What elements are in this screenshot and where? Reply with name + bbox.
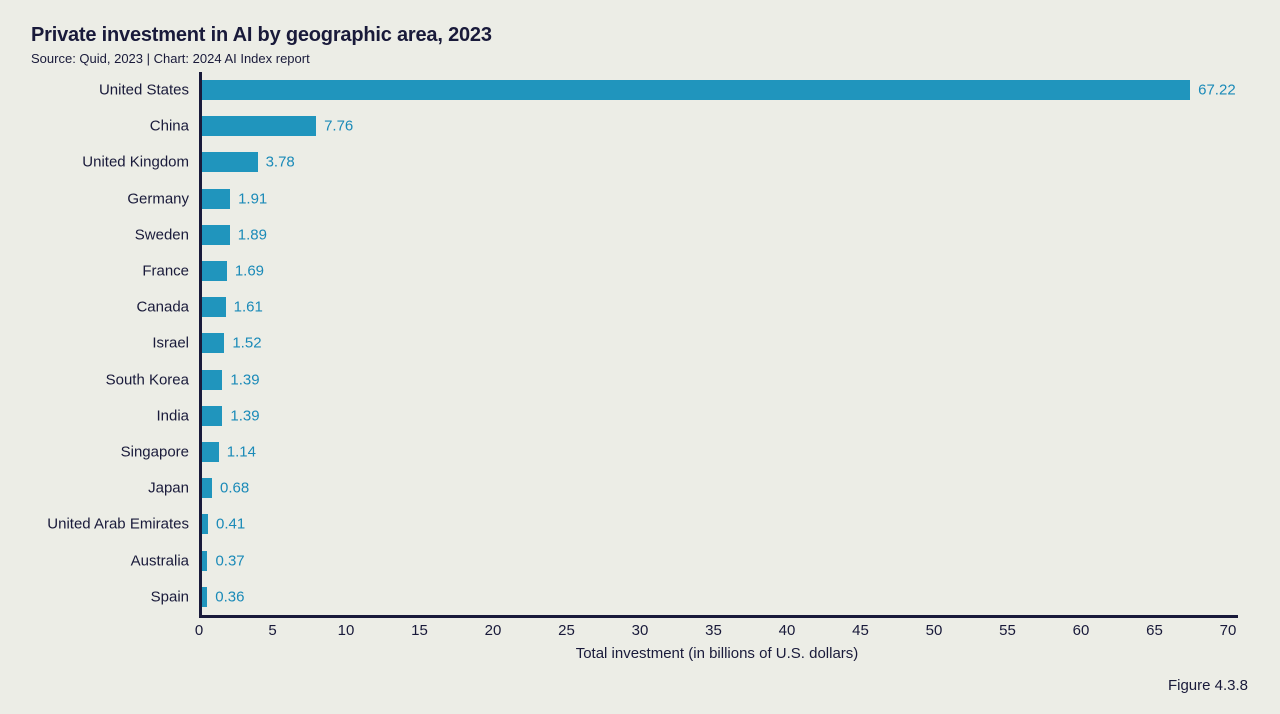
value-label: 0.36: [215, 588, 245, 606]
bar-row: Japan 0.68: [148, 470, 1238, 506]
x-tick-label: 10: [337, 622, 355, 639]
category-label: United States: [98, 81, 189, 99]
value-label: 3.78: [265, 153, 295, 171]
value-label: 1.61: [233, 298, 263, 316]
bar-row: India 1.39: [156, 398, 1238, 434]
category-label: Singapore: [120, 443, 189, 461]
x-axis-label: Total investment (in billions of U.S. do…: [575, 645, 859, 662]
bar: [202, 333, 225, 354]
x-tick-label: 5: [268, 622, 277, 639]
bar-row: Germany 1.91: [127, 181, 1238, 217]
category-label: France: [142, 262, 189, 280]
bar: [202, 478, 212, 499]
category-label: Sweden: [134, 226, 189, 244]
figure-caption: Figure 4.3.8: [1167, 677, 1248, 694]
x-tick-label: 15: [411, 622, 428, 639]
x-tick-label: 70: [1219, 622, 1237, 639]
bar-row: France 1.69: [142, 253, 1238, 289]
bar: [202, 116, 317, 137]
value-label: 0.37: [215, 552, 245, 570]
category-label: Israel: [152, 334, 189, 352]
bar-chart-plot-area: United States 67.22 China 7.76 United Kingdo…: [47, 72, 1238, 618]
value-label: 1.69: [234, 262, 265, 280]
value-label: 1.89: [237, 226, 267, 244]
value-label: 1.52: [232, 334, 262, 352]
chart-title: Private investment in AI by geographic a…: [31, 24, 492, 46]
category-label: India: [156, 407, 189, 425]
bar: [202, 369, 223, 390]
bar: [202, 586, 208, 607]
value-label: 7.76: [324, 117, 354, 135]
value-label: 1.39: [230, 371, 260, 389]
x-tick-label: 20: [484, 622, 502, 639]
x-tick-label: 50: [925, 622, 943, 639]
category-label: South Korea: [105, 371, 189, 389]
value-label: 1.39: [230, 407, 260, 425]
category-label: Canada: [136, 298, 189, 316]
bar: [202, 80, 1191, 101]
bar-row: Spain 0.36: [151, 579, 1238, 615]
value-label: 1.91: [238, 190, 268, 208]
x-tick-label: 45: [852, 622, 869, 639]
bar: [202, 405, 223, 426]
x-tick-label: 0: [194, 622, 204, 639]
x-tick-label: 40: [778, 622, 796, 639]
bar: [202, 261, 227, 282]
category-label: United Arab Emirates: [47, 515, 189, 533]
bar: [202, 188, 231, 209]
value-label: 1.14: [226, 443, 256, 461]
category-label: United Kingdom: [82, 153, 189, 171]
bar: [202, 550, 208, 571]
bar-row: Israel 1.52: [152, 325, 1238, 361]
x-tick-label: 30: [631, 622, 649, 639]
value-label: 0.68: [219, 479, 250, 497]
bar-row: United States 67.22: [99, 72, 1238, 108]
bar-row: Singapore 1.14: [121, 434, 1238, 470]
value-label: 0.41: [216, 515, 246, 533]
chart-subtitle: Source: Quid, 2023 | Chart: 2024 AI Inde…: [31, 51, 310, 66]
bar-row: United Kingdom 3.78: [82, 144, 1238, 180]
category-label: Australia: [130, 552, 189, 570]
bar-row: United Arab Emirates 0.41: [47, 506, 1238, 542]
category-label: Spain: [150, 588, 189, 606]
x-tick-label: 25: [558, 622, 575, 639]
x-tick-label: 55: [999, 622, 1016, 639]
bar-row: China 7.76: [150, 108, 1238, 144]
bar-row: Canada 1.61: [136, 289, 1238, 325]
x-axis-ticks: 0 5 10 15 20 25 30 35 40 45 50 55 60 65 70: [195, 622, 1237, 642]
bar-row: Sweden 1.89: [135, 217, 1238, 253]
category-label: Japan: [148, 479, 189, 497]
x-tick-label: 35: [705, 622, 722, 639]
bar: [202, 224, 230, 245]
category-label: Germany: [127, 190, 189, 208]
bar-row: Australia 0.37: [131, 542, 1238, 578]
x-tick-label: 65: [1146, 622, 1163, 639]
bar: [202, 152, 258, 173]
bar-row: South Korea 1.39: [106, 362, 1238, 398]
value-label: 67.22: [1198, 81, 1236, 99]
x-tick-label: 60: [1072, 622, 1090, 639]
bar: [202, 441, 219, 462]
bar: [202, 514, 209, 535]
bar: [202, 297, 226, 318]
category-label: China: [149, 117, 189, 135]
